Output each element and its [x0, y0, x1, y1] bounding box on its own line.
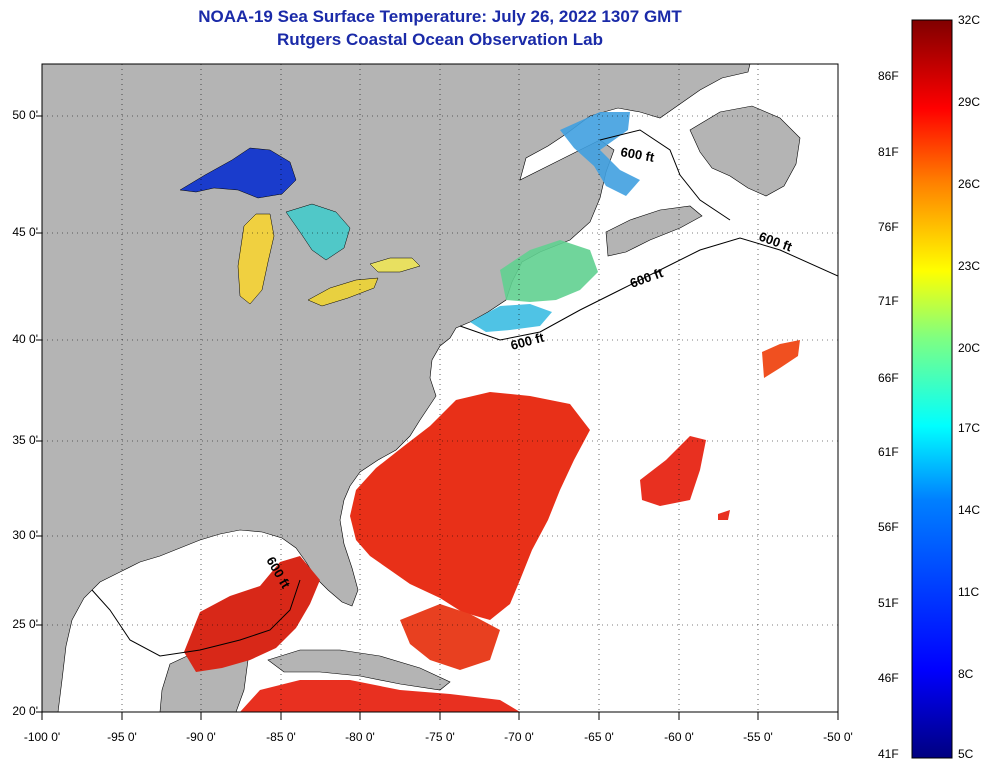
sst-cold-gulf-st-lawrence	[560, 112, 640, 196]
sst-gulf-of-maine	[500, 240, 598, 302]
lon-label: -50 0'	[823, 730, 853, 744]
colorbar-celsius-tick: 32C	[958, 13, 981, 27]
colorbar-celsius-tick: 20C	[958, 341, 981, 355]
lon-label: -75 0'	[425, 730, 455, 744]
lat-label: 20 0'	[12, 704, 38, 718]
colorbar-fahrenheit-tick: 86F	[878, 69, 899, 83]
colorbar-celsius-tick: 8C	[958, 667, 974, 681]
lon-label: -85 0'	[266, 730, 296, 744]
colorbar-fahrenheit-tick: 51F	[878, 596, 899, 610]
lake-superior	[179, 147, 297, 199]
lake-huron	[285, 203, 351, 261]
lake-michigan	[237, 213, 275, 305]
lat-label: 45 0'	[12, 225, 38, 239]
colorbar-celsius-tick: 26C	[958, 177, 981, 191]
axis-ticks	[36, 115, 839, 720]
land-newfoundland	[689, 105, 801, 197]
lon-label: -70 0'	[504, 730, 534, 744]
land-cuba	[267, 649, 451, 691]
sst-gulf-stream-warm	[350, 392, 590, 620]
lat-label: 30 0'	[12, 528, 38, 542]
sst-offshore-patch-3	[718, 510, 730, 520]
sst-caribbean-warm	[240, 680, 520, 712]
contour-label: 600 ft	[619, 144, 656, 165]
sst-gulf-of-mexico-warm	[184, 556, 320, 672]
lat-label: 25 0'	[12, 617, 38, 631]
sst-offshore-patch-2	[640, 436, 706, 506]
lake-erie	[307, 277, 379, 307]
sst-bahamas-warm	[400, 604, 500, 670]
lon-label: -100 0'	[23, 730, 61, 744]
lat-label: 35 0'	[12, 433, 38, 447]
isobath-600ft-scotian	[599, 129, 731, 221]
lon-label: -80 0'	[345, 730, 375, 744]
colorbar-fahrenheit-tick: 81F	[878, 145, 899, 159]
colorbar	[911, 19, 953, 759]
lon-label: -60 0'	[664, 730, 694, 744]
sst-offshore-patch-1	[762, 340, 800, 378]
colorbar-celsius-tick: 11C	[958, 585, 980, 599]
land-nova-scotia	[605, 205, 703, 257]
colorbar-fahrenheit-tick: 76F	[878, 220, 899, 234]
lat-label: 50 0'	[12, 108, 38, 122]
colorbar-fahrenheit-tick: 66F	[878, 371, 899, 385]
colorbar-fahrenheit-tick: 56F	[878, 520, 899, 534]
lon-label: -65 0'	[584, 730, 614, 744]
lon-label: -95 0'	[107, 730, 137, 744]
sst-cape-cod-cool	[470, 304, 552, 332]
isobath-600ft-gulf	[91, 579, 301, 657]
colorbar-celsius-tick: 17C	[958, 421, 981, 435]
colorbar-fahrenheit-tick: 46F	[878, 671, 899, 685]
colorbar-celsius-tick: 14C	[958, 503, 981, 517]
colorbar-fahrenheit-tick: 41F	[878, 747, 899, 761]
isobath-600ft	[459, 237, 838, 341]
colorbar-fahrenheit-tick: 61F	[878, 445, 899, 459]
lon-label: -55 0'	[743, 730, 773, 744]
map-title: NOAA-19 Sea Surface Temperature: July 26…	[198, 7, 682, 26]
land-north-america	[42, 64, 751, 712]
colorbar-celsius-tick: 29C	[958, 95, 981, 109]
colorbar-celsius-tick: 23C	[958, 259, 981, 273]
colorbar-celsius-tick: 5C	[958, 747, 974, 761]
lat-label: 40 0'	[12, 332, 38, 346]
graticule	[42, 64, 838, 712]
map-subtitle: Rutgers Coastal Ocean Observation Lab	[277, 30, 603, 49]
lon-label: -90 0'	[186, 730, 216, 744]
colorbar-fahrenheit-tick: 71F	[878, 294, 899, 308]
lake-ontario	[369, 257, 421, 273]
